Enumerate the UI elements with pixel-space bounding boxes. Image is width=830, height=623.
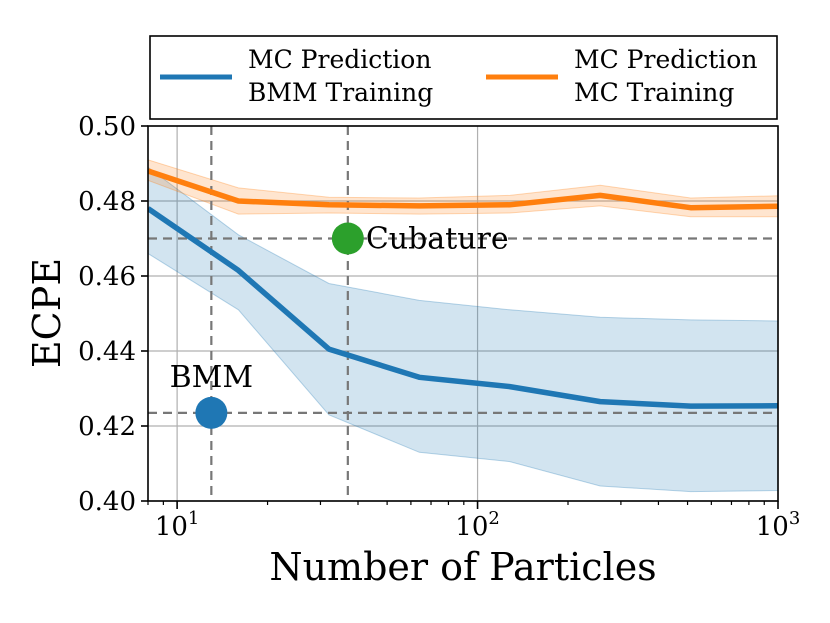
x-axis-label: Number of Particles [269, 545, 656, 589]
legend-label-orange-line2: MC Training [574, 78, 734, 107]
x-tick-label-2: 103 [756, 508, 801, 542]
plot-frame [147, 125, 779, 502]
x-tick-label-0: 101 [155, 508, 200, 542]
legend-label-orange-line1: MC Prediction [574, 45, 757, 74]
y-axis-label: ECPE [25, 258, 69, 368]
orange-series-line [148, 168, 778, 211]
legend-label-blue-line1: MC Prediction [248, 45, 431, 74]
cubature-point [331, 222, 364, 255]
blue-series-line [148, 206, 778, 409]
bmm-point [195, 396, 228, 429]
y-tick-label-1: 0.42 [78, 412, 136, 442]
y-tick-label-0: 0.40 [78, 487, 136, 517]
legend-frame [149, 35, 778, 120]
y-tick-label-3: 0.46 [78, 262, 136, 292]
cubature-label: Cubature [366, 222, 509, 257]
y-tick-label-2: 0.44 [78, 337, 136, 367]
legend: MC Prediction BMM Training MC Prediction… [149, 35, 778, 120]
y-tick-label-4: 0.48 [78, 187, 136, 217]
y-axis: 0.40 0.42 0.44 0.46 0.48 0.50 [78, 112, 148, 517]
legend-label-blue-line2: BMM Training [248, 78, 433, 107]
blue-confidence-band [148, 166, 778, 493]
x-axis: 101 102 103 [147, 501, 801, 542]
x-tick-label-1: 102 [455, 508, 500, 542]
y-tick-label-5: 0.50 [78, 112, 136, 142]
reference-lines [148, 126, 778, 501]
bmm-label: BMM [170, 360, 253, 395]
